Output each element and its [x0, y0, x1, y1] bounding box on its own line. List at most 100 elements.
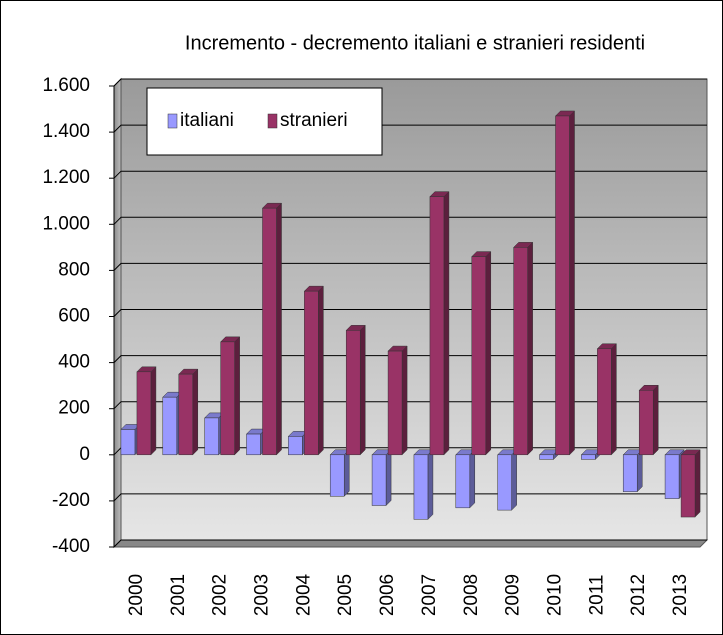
y-tick-label: 1.400 [42, 121, 90, 142]
bar [513, 247, 528, 456]
bar-group [429, 191, 450, 456]
bar-group [413, 449, 434, 520]
bar [371, 454, 387, 506]
bar-group [371, 449, 392, 507]
bar-side [611, 343, 617, 456]
y-tick-label: -400 [52, 536, 90, 557]
x-tick-label: 2011 [586, 575, 607, 616]
bar-group [497, 449, 518, 511]
bar-side [569, 110, 575, 456]
grid-line [113, 401, 707, 410]
bar-side [385, 449, 392, 507]
grid-line [113, 539, 707, 548]
bar [622, 454, 638, 492]
y-tick-label: 600 [58, 306, 90, 327]
bar-side [192, 368, 199, 456]
bar [413, 454, 429, 520]
bar [204, 417, 219, 456]
grid-line [113, 170, 707, 179]
bar [120, 429, 136, 456]
bar [555, 115, 570, 456]
x-tick-label: 2008 [461, 574, 482, 616]
y-tick-label: 1.600 [42, 75, 90, 96]
chart-title: Incremento - decremento italiani e stran… [185, 32, 645, 54]
bar-side [527, 241, 533, 456]
bar-side [276, 202, 282, 456]
bar-group [329, 449, 350, 497]
y-tick-label: 800 [58, 259, 90, 280]
x-tick-label: 2009 [503, 574, 524, 616]
bar-side [485, 250, 492, 456]
bar-side [469, 449, 476, 509]
x-tick-label: 2005 [335, 574, 356, 616]
x-tick-label: 2006 [377, 574, 398, 616]
x-tick-label: 2002 [210, 574, 231, 616]
bar [178, 373, 194, 456]
bar-group [513, 241, 534, 456]
bar [539, 454, 554, 460]
bar-group [554, 110, 576, 456]
x-tick-label: 2000 [126, 574, 147, 616]
legend: italiani stranieri [146, 87, 383, 156]
floor [112, 539, 709, 548]
bar-side [511, 449, 517, 511]
bar [680, 454, 696, 518]
legend-box [146, 87, 383, 156]
bar-group [387, 345, 408, 456]
bar-group [245, 428, 267, 456]
bar-group [596, 343, 617, 456]
x-tick-label: 2010 [545, 574, 566, 616]
bar-side [652, 384, 659, 456]
bar-group [261, 202, 283, 456]
x-tick-label: 2012 [628, 574, 649, 616]
bar [288, 436, 303, 456]
bar-side [443, 191, 450, 456]
bar-group [622, 449, 643, 493]
bar-group [303, 285, 324, 456]
bar-side [359, 324, 366, 456]
bar [136, 371, 152, 456]
bar-group [345, 324, 366, 456]
bar [638, 390, 654, 456]
grid-line [113, 216, 707, 225]
bar-group [136, 366, 157, 456]
legend-label: italiani [180, 110, 234, 131]
grid-line [113, 262, 707, 271]
bar [345, 330, 361, 456]
y-tick-label: 1.200 [42, 167, 90, 188]
bar [471, 256, 487, 456]
bar-side [401, 345, 408, 456]
y-tick-label: 400 [58, 352, 90, 373]
bar [429, 196, 445, 456]
y-tick-label: 1.000 [42, 213, 90, 234]
grid-line [113, 78, 707, 87]
y-tick-label: -200 [52, 490, 90, 511]
bar-side [694, 449, 701, 518]
legend-swatch [167, 113, 178, 129]
bar [246, 433, 261, 456]
bar-side [150, 366, 157, 456]
bar-group [680, 449, 701, 518]
legend-swatch [267, 113, 278, 129]
bar [597, 348, 612, 456]
bar [162, 396, 178, 456]
grid-line [113, 124, 707, 133]
bar [581, 454, 596, 460]
bar-group [455, 449, 476, 509]
grid-line [113, 355, 707, 363]
bar [329, 454, 345, 497]
bar [664, 454, 680, 499]
bar-group [220, 336, 241, 456]
bar-side [427, 449, 434, 520]
bar-group [471, 250, 492, 456]
x-tick-label: 2013 [670, 574, 691, 616]
bar-side [234, 336, 240, 456]
bar-side [343, 449, 350, 497]
bar [220, 341, 235, 456]
bar [387, 350, 403, 456]
x-tick-label: 2004 [293, 573, 314, 616]
grid-line [113, 309, 707, 317]
bar [497, 454, 512, 511]
y-tick-label: 200 [58, 398, 90, 419]
